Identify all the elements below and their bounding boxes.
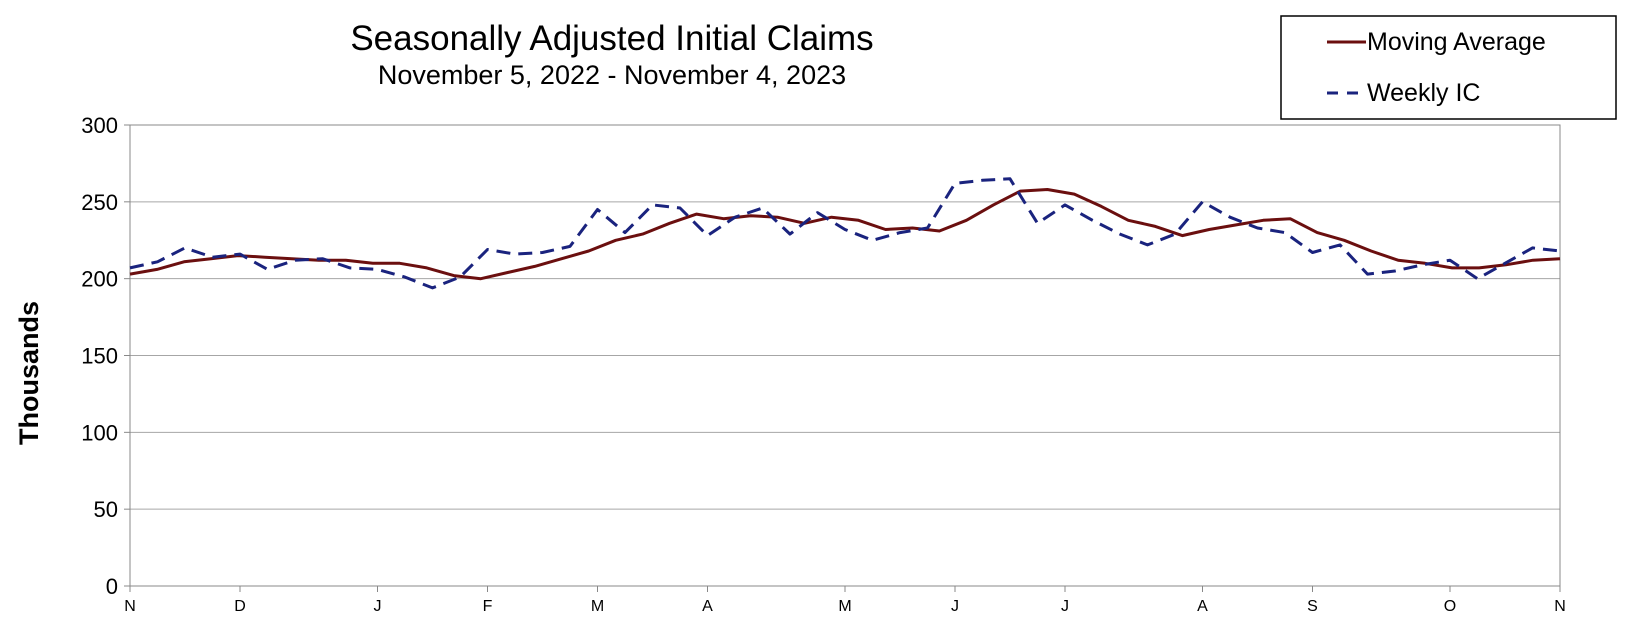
x-tick-label: A bbox=[1197, 598, 1208, 615]
series-lines bbox=[129, 177, 1561, 290]
chart-title: Seasonally Adjusted Initial Claims bbox=[350, 19, 873, 58]
grid-lines bbox=[130, 201, 1560, 510]
y-axis-ticks: 0 50 100 150 200 250 300 bbox=[81, 113, 130, 599]
x-tick-label: J bbox=[951, 598, 959, 615]
y-tick-label: 250 bbox=[81, 190, 118, 215]
series-line-0 bbox=[129, 188, 1561, 281]
legend: Moving Average Weekly IC bbox=[1280, 15, 1617, 120]
x-tick-label: N bbox=[124, 598, 136, 615]
x-tick-label: N bbox=[1554, 598, 1566, 615]
y-tick-label: 0 bbox=[106, 574, 118, 599]
x-tick-label: J bbox=[374, 598, 382, 615]
x-tick-label: S bbox=[1307, 598, 1318, 615]
x-tick-label: O bbox=[1444, 598, 1456, 615]
x-tick-label: J bbox=[1061, 598, 1069, 615]
x-tick-label: M bbox=[591, 598, 604, 615]
legend-box bbox=[1280, 15, 1617, 120]
x-tick-label: M bbox=[838, 598, 851, 615]
y-tick-label: 150 bbox=[81, 344, 118, 369]
legend-label-moving-average: Moving Average bbox=[1367, 28, 1546, 56]
x-tick-label: D bbox=[234, 598, 246, 615]
y-tick-label: 50 bbox=[94, 497, 118, 522]
y-axis-label: Thousands bbox=[14, 301, 44, 445]
legend-label-weekly-ic: Weekly IC bbox=[1367, 79, 1480, 107]
y-tick-label: 200 bbox=[81, 267, 118, 292]
chart-subtitle: November 5, 2022 - November 4, 2023 bbox=[378, 60, 846, 90]
y-tick-label: 100 bbox=[81, 420, 118, 445]
x-tick-label: A bbox=[702, 598, 713, 615]
y-tick-label: 300 bbox=[81, 113, 118, 138]
series-line-1 bbox=[129, 177, 1561, 290]
x-tick-label: F bbox=[483, 598, 493, 615]
